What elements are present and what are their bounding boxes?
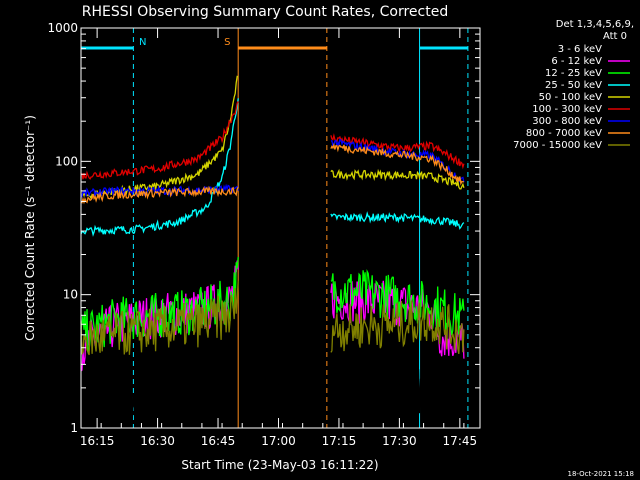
annotation-label-0: N [139, 37, 146, 48]
y-tick-label-2: 100 [55, 154, 78, 168]
x-tick-label-3: 17:00 [261, 434, 296, 448]
x-tick-label-2: 16:45 [201, 434, 236, 448]
series-line-1-seg-0 [80, 260, 239, 372]
series-line-7-seg-0 [80, 185, 239, 205]
legend-label-2: 12 - 25 keV [545, 68, 602, 79]
plot-border [80, 27, 481, 429]
axis-ticks: 16:15 16:30 16:45 17:00 17:15 17:30 17:45 1 10 10… [47, 21, 480, 448]
series-line-5-seg-1 [330, 133, 465, 170]
series-line-3-seg-1 [330, 211, 465, 230]
series-line-0-seg-0-black [108, 345, 231, 430]
y-axis-label: Corrected Count Rate (s⁻¹ detector⁻¹) [23, 115, 37, 341]
legend-header-line-1: Det 1,3,4,5,6,9, [556, 19, 634, 30]
x-tick-label-4: 17:15 [322, 434, 357, 448]
legend-label-0: 3 - 6 keV [558, 44, 602, 55]
annotation-label-1: S [224, 37, 230, 48]
legend-label-7: 800 - 7000 keV [526, 128, 602, 139]
legend-header-line-2: Att 0 [603, 31, 627, 42]
legend-label-6: 300 - 800 keV [532, 116, 602, 127]
legend-label-3: 25 - 50 keV [545, 80, 602, 91]
legend-label-8: 7000 - 15000 keV [513, 140, 602, 151]
y-tick-label-3: 1000 [47, 21, 78, 35]
plot-frame [80, 27, 481, 429]
y-tick-label-1: 10 [63, 288, 78, 302]
series-line-8-seg-0 [80, 280, 239, 356]
chart-title: RHESSI Observing Summary Count Rates, Co… [82, 4, 448, 20]
series-line-3-seg-0 [80, 98, 239, 237]
series-layer [80, 75, 465, 430]
x-tick-label-5: 17:30 [382, 434, 417, 448]
footer-date: 18-Oct-2021 15:18 [568, 470, 634, 478]
series-line-2-seg-1 [330, 269, 465, 336]
x-tick-label-1: 16:30 [140, 434, 175, 448]
series-line-5-seg-0 [80, 101, 239, 180]
y-tick-label-0: 1 [70, 421, 78, 435]
series-line-8-seg-1 [330, 300, 465, 355]
x-tick-label-6: 17:45 [443, 434, 478, 448]
legend-label-4: 50 - 100 keV [539, 92, 603, 103]
legend-label-5: 100 - 300 keV [532, 104, 602, 115]
x-axis-label: Start Time (23-May-03 16:11:22) [181, 458, 378, 472]
legend-label-1: 6 - 12 keV [551, 56, 602, 67]
series-line-7-seg-1 [330, 142, 465, 186]
x-tick-label-0: 16:15 [80, 434, 115, 448]
series-line-0-seg-1-black [334, 365, 464, 429]
series-line-4-seg-1 [330, 168, 465, 190]
